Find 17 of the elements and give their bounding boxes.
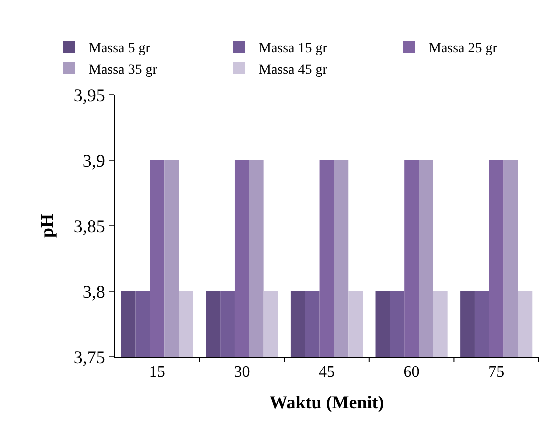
y-tick-label: 3,8	[82, 282, 106, 302]
legend-label: Massa 5 gr	[89, 42, 151, 57]
legend-label: Massa 25 gr	[429, 42, 498, 57]
legend-label: Massa 45 gr	[259, 62, 328, 78]
x-tick-label: 60	[404, 364, 420, 382]
y-axis-title: pH	[37, 214, 58, 238]
x-tick-label: 45	[319, 364, 335, 382]
x-tick-label: 15	[149, 364, 166, 382]
x-tick-label: 75	[488, 364, 505, 382]
y-tick-label: 3,95	[74, 85, 106, 106]
y-tick-label: 3,9	[82, 150, 106, 171]
x-tick-label: 30	[234, 364, 250, 382]
legend-label: Massa 15 gr	[259, 42, 328, 57]
y-tick-label: 3,85	[74, 216, 106, 236]
x-axis-title: Waktu (Menit)	[270, 392, 384, 412]
y-tick-label: 3,75	[74, 347, 106, 368]
legend-label: Massa 35 gr	[89, 62, 158, 78]
